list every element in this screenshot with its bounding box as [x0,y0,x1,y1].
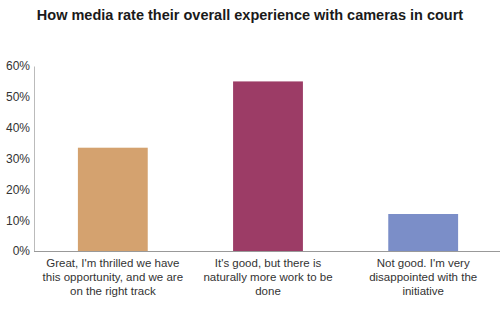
bar [233,81,303,251]
bar [388,214,458,251]
y-tick: 20% [6,183,34,197]
chart: How media rate their overall experience … [0,0,500,323]
y-tick-label: 10% [6,214,30,228]
title: How media rate their overall experience … [37,7,463,23]
x-tick-label: Great, I'm thrilled we havethis opportun… [43,257,183,297]
y-tick: 50% [6,90,34,104]
x-tick-label: It's good, but there isnaturally more wo… [203,257,332,297]
bar [78,148,148,251]
x-tick: Not good. I'm verydisappointed with thei… [369,251,477,297]
y-tick-label: 0% [13,244,31,258]
y-tick-label: 20% [6,183,30,197]
y-tick: 0% [13,244,34,258]
y-axis: 0% 10% 20% 30% 40% 50% 60% [6,59,35,258]
y-tick-label: 50% [6,90,30,104]
x-tick-label: Not good. I'm verydisappointed with thei… [369,257,477,297]
y-tick: 30% [6,152,34,166]
x-tick: It's good, but there isnaturally more wo… [203,251,332,297]
y-tick-label: 30% [6,152,30,166]
y-tick-label: 60% [6,59,30,73]
y-axis-line [34,67,35,252]
x-axis-line [34,251,500,252]
y-tick: 60% [6,59,34,73]
x-axis: Great, I'm thrilled we havethis opportun… [34,251,500,297]
y-tick-label: 40% [6,121,30,135]
bars [78,81,458,251]
y-tick: 40% [6,121,34,135]
x-tick: Great, I'm thrilled we havethis opportun… [43,251,183,297]
y-tick: 10% [6,214,34,228]
